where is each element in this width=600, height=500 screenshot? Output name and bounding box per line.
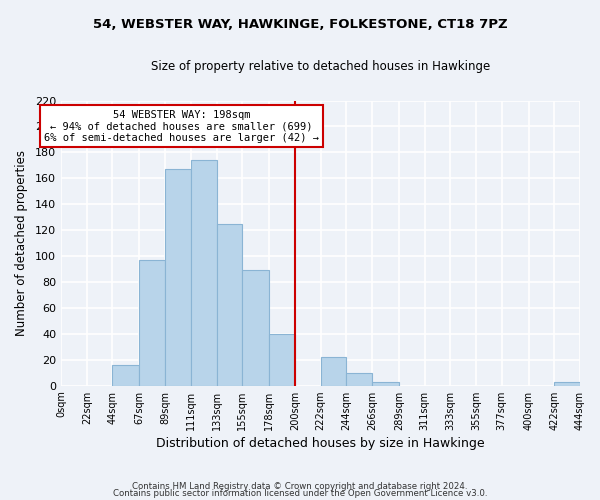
Bar — [346, 372, 372, 386]
Text: Contains HM Land Registry data © Crown copyright and database right 2024.: Contains HM Land Registry data © Crown c… — [132, 482, 468, 491]
Y-axis label: Number of detached properties: Number of detached properties — [15, 150, 28, 336]
Bar — [191, 160, 217, 386]
Bar — [217, 224, 242, 386]
Bar — [320, 357, 346, 386]
Bar — [372, 382, 399, 386]
Bar — [242, 270, 269, 386]
Bar — [112, 365, 139, 386]
Text: 54 WEBSTER WAY: 198sqm
← 94% of detached houses are smaller (699)
6% of semi-det: 54 WEBSTER WAY: 198sqm ← 94% of detached… — [44, 110, 319, 143]
Bar — [554, 382, 580, 386]
Bar — [269, 334, 295, 386]
Text: Contains public sector information licensed under the Open Government Licence v3: Contains public sector information licen… — [113, 490, 487, 498]
Title: Size of property relative to detached houses in Hawkinge: Size of property relative to detached ho… — [151, 60, 490, 73]
Bar — [139, 260, 165, 386]
Bar — [165, 169, 191, 386]
X-axis label: Distribution of detached houses by size in Hawkinge: Distribution of detached houses by size … — [156, 437, 485, 450]
Text: 54, WEBSTER WAY, HAWKINGE, FOLKESTONE, CT18 7PZ: 54, WEBSTER WAY, HAWKINGE, FOLKESTONE, C… — [92, 18, 508, 30]
